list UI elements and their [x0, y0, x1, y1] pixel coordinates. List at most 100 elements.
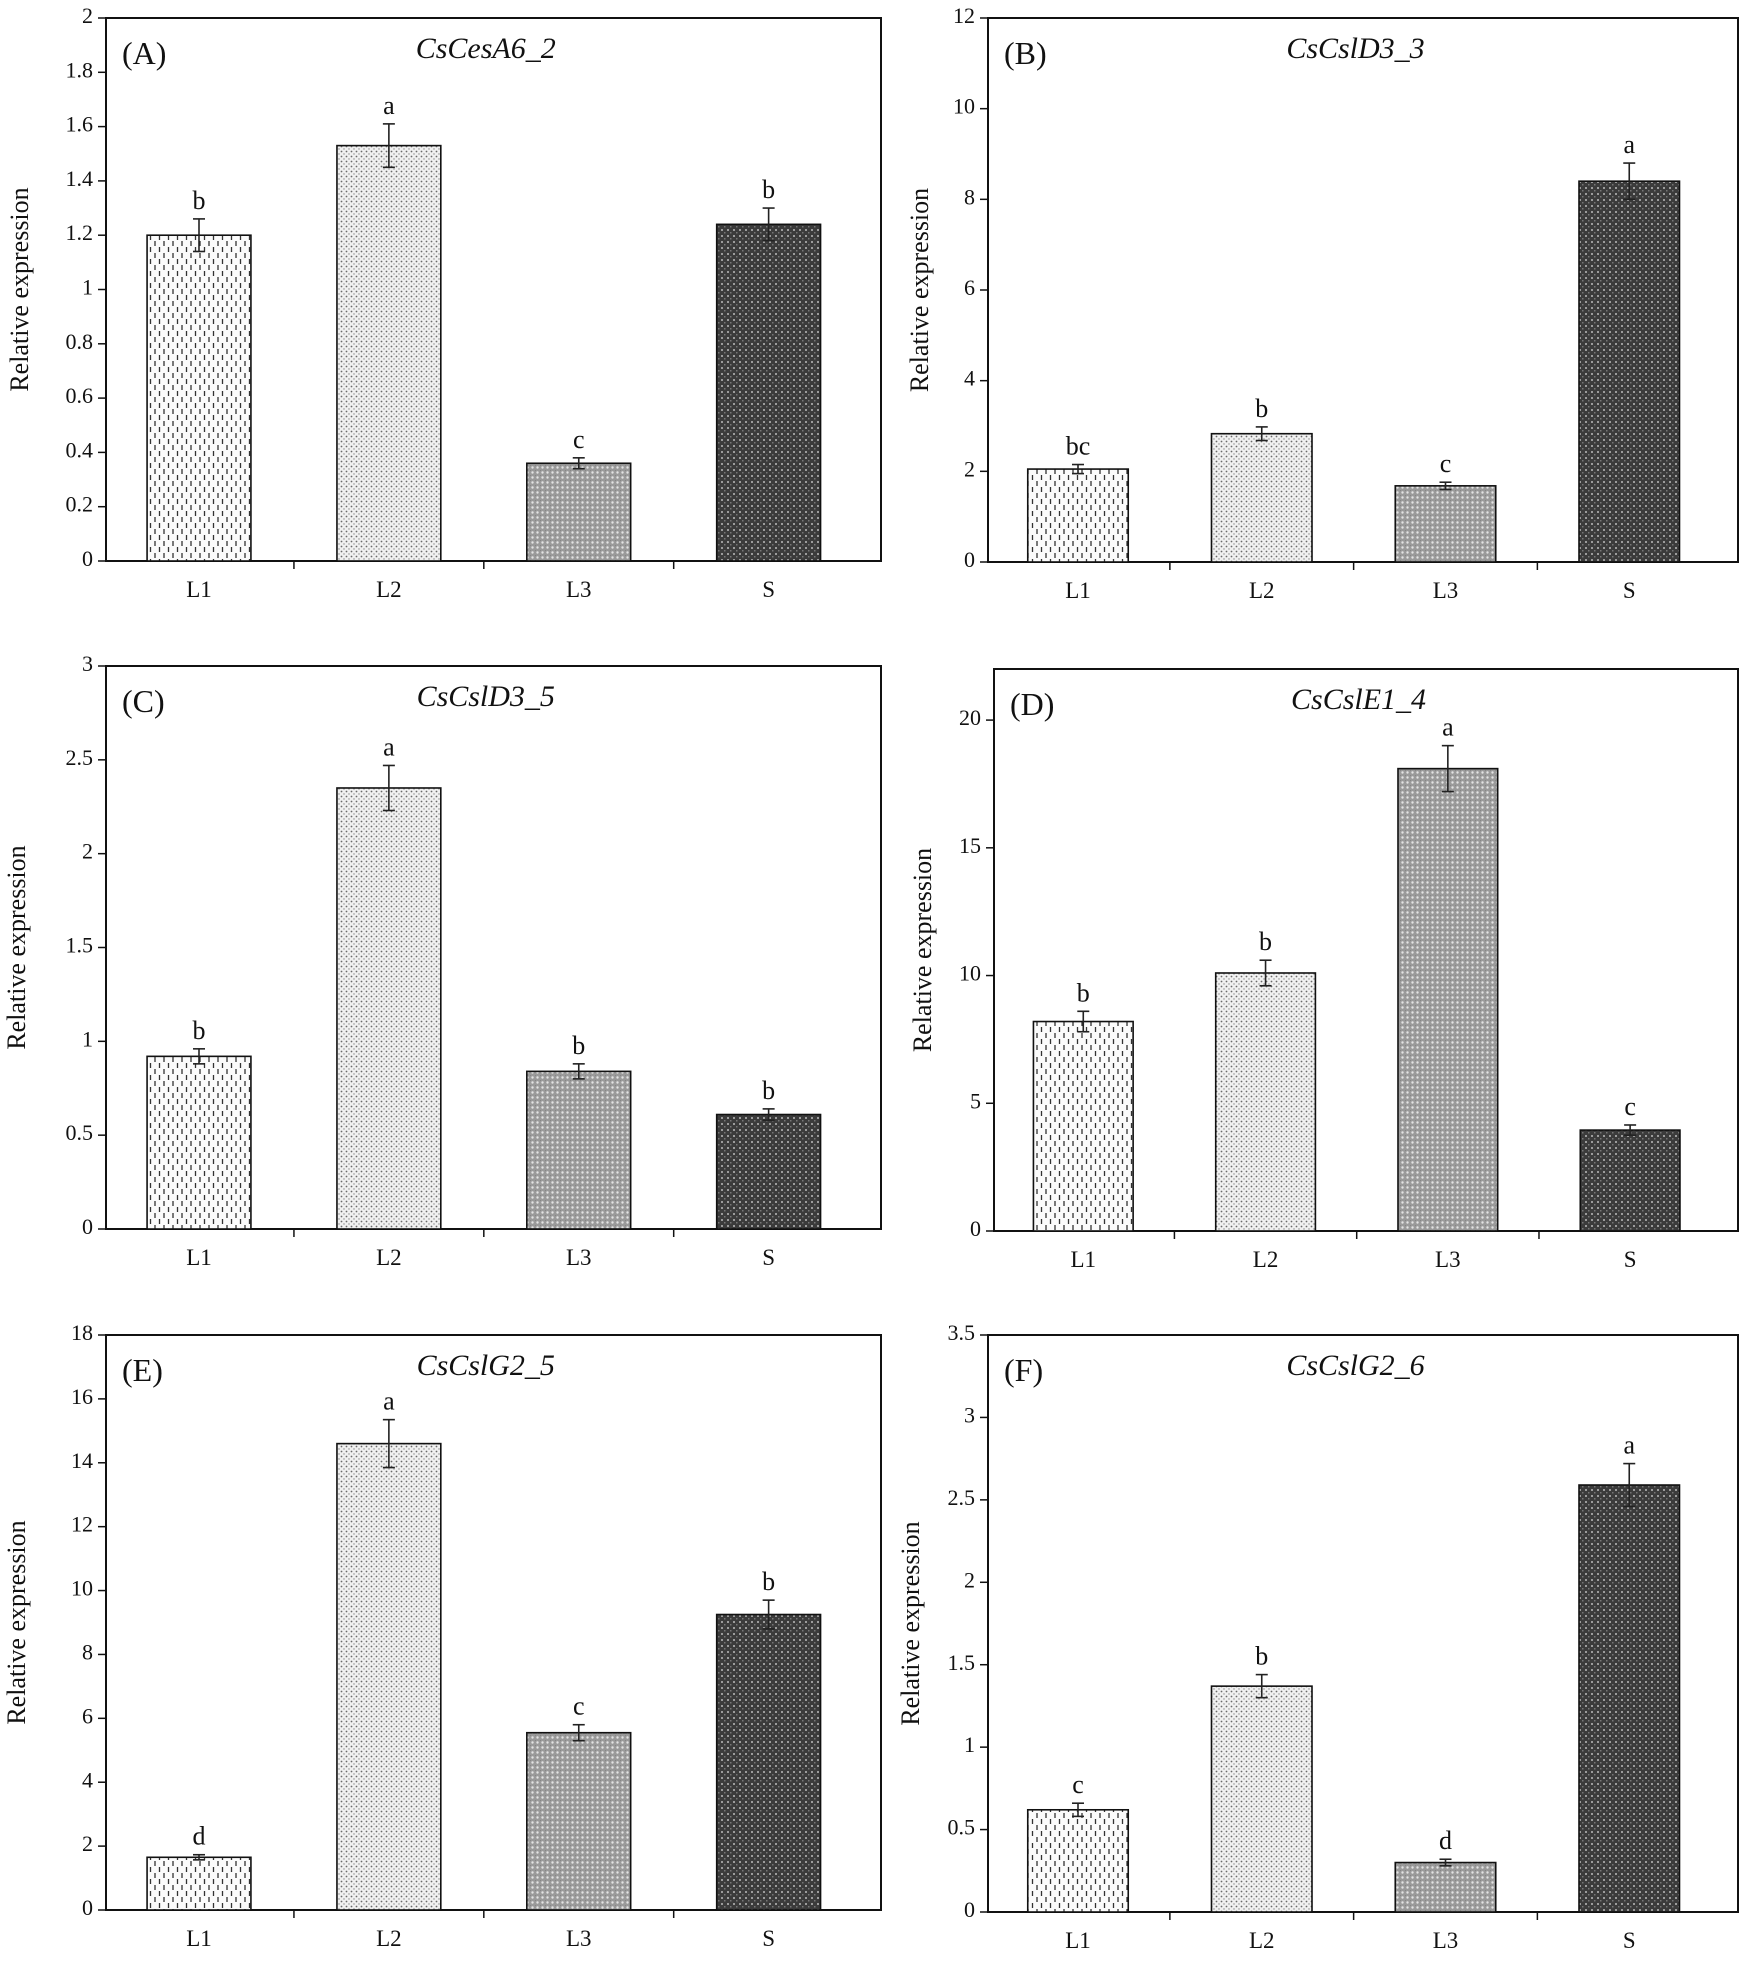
y-tick-label: 8	[964, 184, 975, 209]
y-tick-label: 14	[71, 1448, 93, 1473]
significance-letter: c	[1624, 1092, 1636, 1121]
y-tick-label: 1	[82, 1026, 93, 1051]
bar-l3	[1394, 1861, 1497, 1913]
gene-title: CsCslE1_4	[1291, 683, 1426, 716]
panel-label: (E)	[122, 1352, 163, 1388]
x-category-label: L1	[186, 577, 212, 602]
y-tick-label: 2	[82, 839, 93, 864]
bar-l1	[146, 234, 252, 562]
y-axis-title: Relative expression	[5, 187, 34, 391]
significance-letter: a	[383, 91, 395, 120]
y-tick-label: 12	[953, 3, 975, 28]
panel-f: 0 0.5 1 1.5 2 2.5 3 3.5 Relative expression c L1 b L…	[896, 1320, 1739, 1953]
x-category-label: L1	[1070, 1247, 1096, 1272]
y-tick-label: 2	[82, 3, 93, 28]
y-tick-label: 2.5	[948, 1485, 976, 1510]
y-tick-label: 10	[953, 94, 975, 119]
y-tick-label: 4	[82, 1767, 93, 1792]
x-category-label: S	[1623, 578, 1636, 603]
y-tick-label: 20	[959, 705, 981, 730]
significance-letter: c	[1440, 449, 1452, 478]
bar-l3	[526, 1731, 632, 1911]
bar-l3	[1397, 767, 1499, 1232]
y-tick-label: 1	[964, 1732, 975, 1757]
y-tick-label: 3.5	[948, 1320, 976, 1345]
significance-letter: d	[1439, 1826, 1452, 1855]
y-axis-title: Relative expression	[896, 1521, 925, 1725]
bar-l1	[1026, 1808, 1130, 1913]
x-category-label: L2	[376, 1926, 402, 1951]
bar-l1	[1032, 1020, 1134, 1232]
bar-l1	[146, 1856, 252, 1911]
y-tick-label: 10	[959, 961, 981, 986]
panel-d: 0 5 10 15 20 Relative expression b L1 b L2 a L3 c S (D…	[908, 668, 1739, 1272]
significance-letter: c	[1072, 1770, 1084, 1799]
y-axis-title: Relative expression	[908, 848, 937, 1052]
y-tick-label: 0.2	[66, 492, 94, 517]
x-category-label: L2	[376, 1245, 402, 1270]
y-tick-label: 1.2	[66, 220, 94, 245]
y-tick-label: 2	[964, 456, 975, 481]
y-tick-label: 3	[82, 651, 93, 676]
significance-letter: bc	[1066, 432, 1091, 461]
x-category-label: L3	[1433, 1928, 1459, 1953]
y-tick-label: 6	[82, 1703, 93, 1728]
bar-l1	[146, 1055, 252, 1230]
bar-s	[715, 1113, 822, 1230]
panel-c: 0 0.5 1 1.5 2 2.5 3 Relative expression b L1 a L2 b L…	[2, 651, 882, 1270]
x-category-label: L2	[1253, 1247, 1279, 1272]
bar-s	[1578, 1484, 1681, 1913]
significance-letter: a	[1442, 713, 1454, 742]
x-category-label: L1	[1065, 578, 1091, 603]
x-category-label: L3	[566, 1926, 592, 1951]
y-tick-label: 1.4	[66, 166, 94, 191]
bar-l2	[1210, 432, 1313, 563]
y-tick-label: 2	[964, 1567, 975, 1592]
y-tick-label: 6	[964, 275, 975, 300]
y-tick-label: 0.5	[948, 1815, 976, 1840]
significance-letter: d	[193, 1822, 206, 1851]
panel-b: 0 2 4 6 8 10 12 Relative expression bc L1 b L2 c L3 a S…	[905, 3, 1739, 603]
bar-l3	[1394, 485, 1497, 563]
significance-letter: c	[573, 1692, 585, 1721]
significance-letter: a	[1623, 1431, 1635, 1460]
y-tick-label: 1.5	[66, 933, 94, 958]
y-tick-label: 0.5	[66, 1120, 94, 1145]
bar-l3	[526, 1070, 632, 1230]
y-axis-title: Relative expression	[2, 1520, 31, 1724]
significance-letter: b	[1259, 927, 1272, 956]
bar-l2	[336, 144, 442, 562]
y-tick-label: 12	[71, 1512, 93, 1537]
bar-l1	[1026, 468, 1130, 563]
significance-letter: b	[1255, 394, 1268, 423]
bar-s	[715, 1613, 822, 1911]
x-category-label: S	[1624, 1247, 1637, 1272]
significance-letter: b	[572, 1031, 585, 1060]
panel-label: (A)	[122, 35, 166, 71]
gene-title: CsCslG2_5	[417, 1349, 555, 1382]
bar-l2	[1210, 1685, 1313, 1913]
y-tick-label: 18	[71, 1320, 93, 1345]
x-category-label: L2	[1249, 1928, 1275, 1953]
y-tick-label: 15	[959, 833, 981, 858]
y-tick-label: 0	[82, 1214, 93, 1239]
significance-letter: b	[1255, 1642, 1268, 1671]
bar-l3	[526, 462, 632, 562]
y-tick-label: 10	[71, 1576, 93, 1601]
x-category-label: L3	[566, 1245, 592, 1270]
x-category-label: S	[762, 577, 775, 602]
y-tick-label: 2.5	[66, 745, 94, 770]
gene-title: CsCslD3_3	[1286, 32, 1424, 65]
bar-s	[1578, 180, 1681, 563]
panel-label: (D)	[1010, 686, 1054, 722]
panel-label: (B)	[1004, 35, 1047, 71]
x-category-label: L3	[1435, 1247, 1461, 1272]
significance-letter: b	[193, 186, 206, 215]
significance-letter: b	[762, 1076, 775, 1105]
y-tick-label: 0	[970, 1216, 981, 1241]
x-category-label: S	[762, 1245, 775, 1270]
significance-letter: b	[762, 175, 775, 204]
y-tick-label: 1.8	[66, 57, 94, 82]
gene-title: CsCesA6_2	[416, 32, 556, 65]
x-category-label: L1	[186, 1926, 212, 1951]
